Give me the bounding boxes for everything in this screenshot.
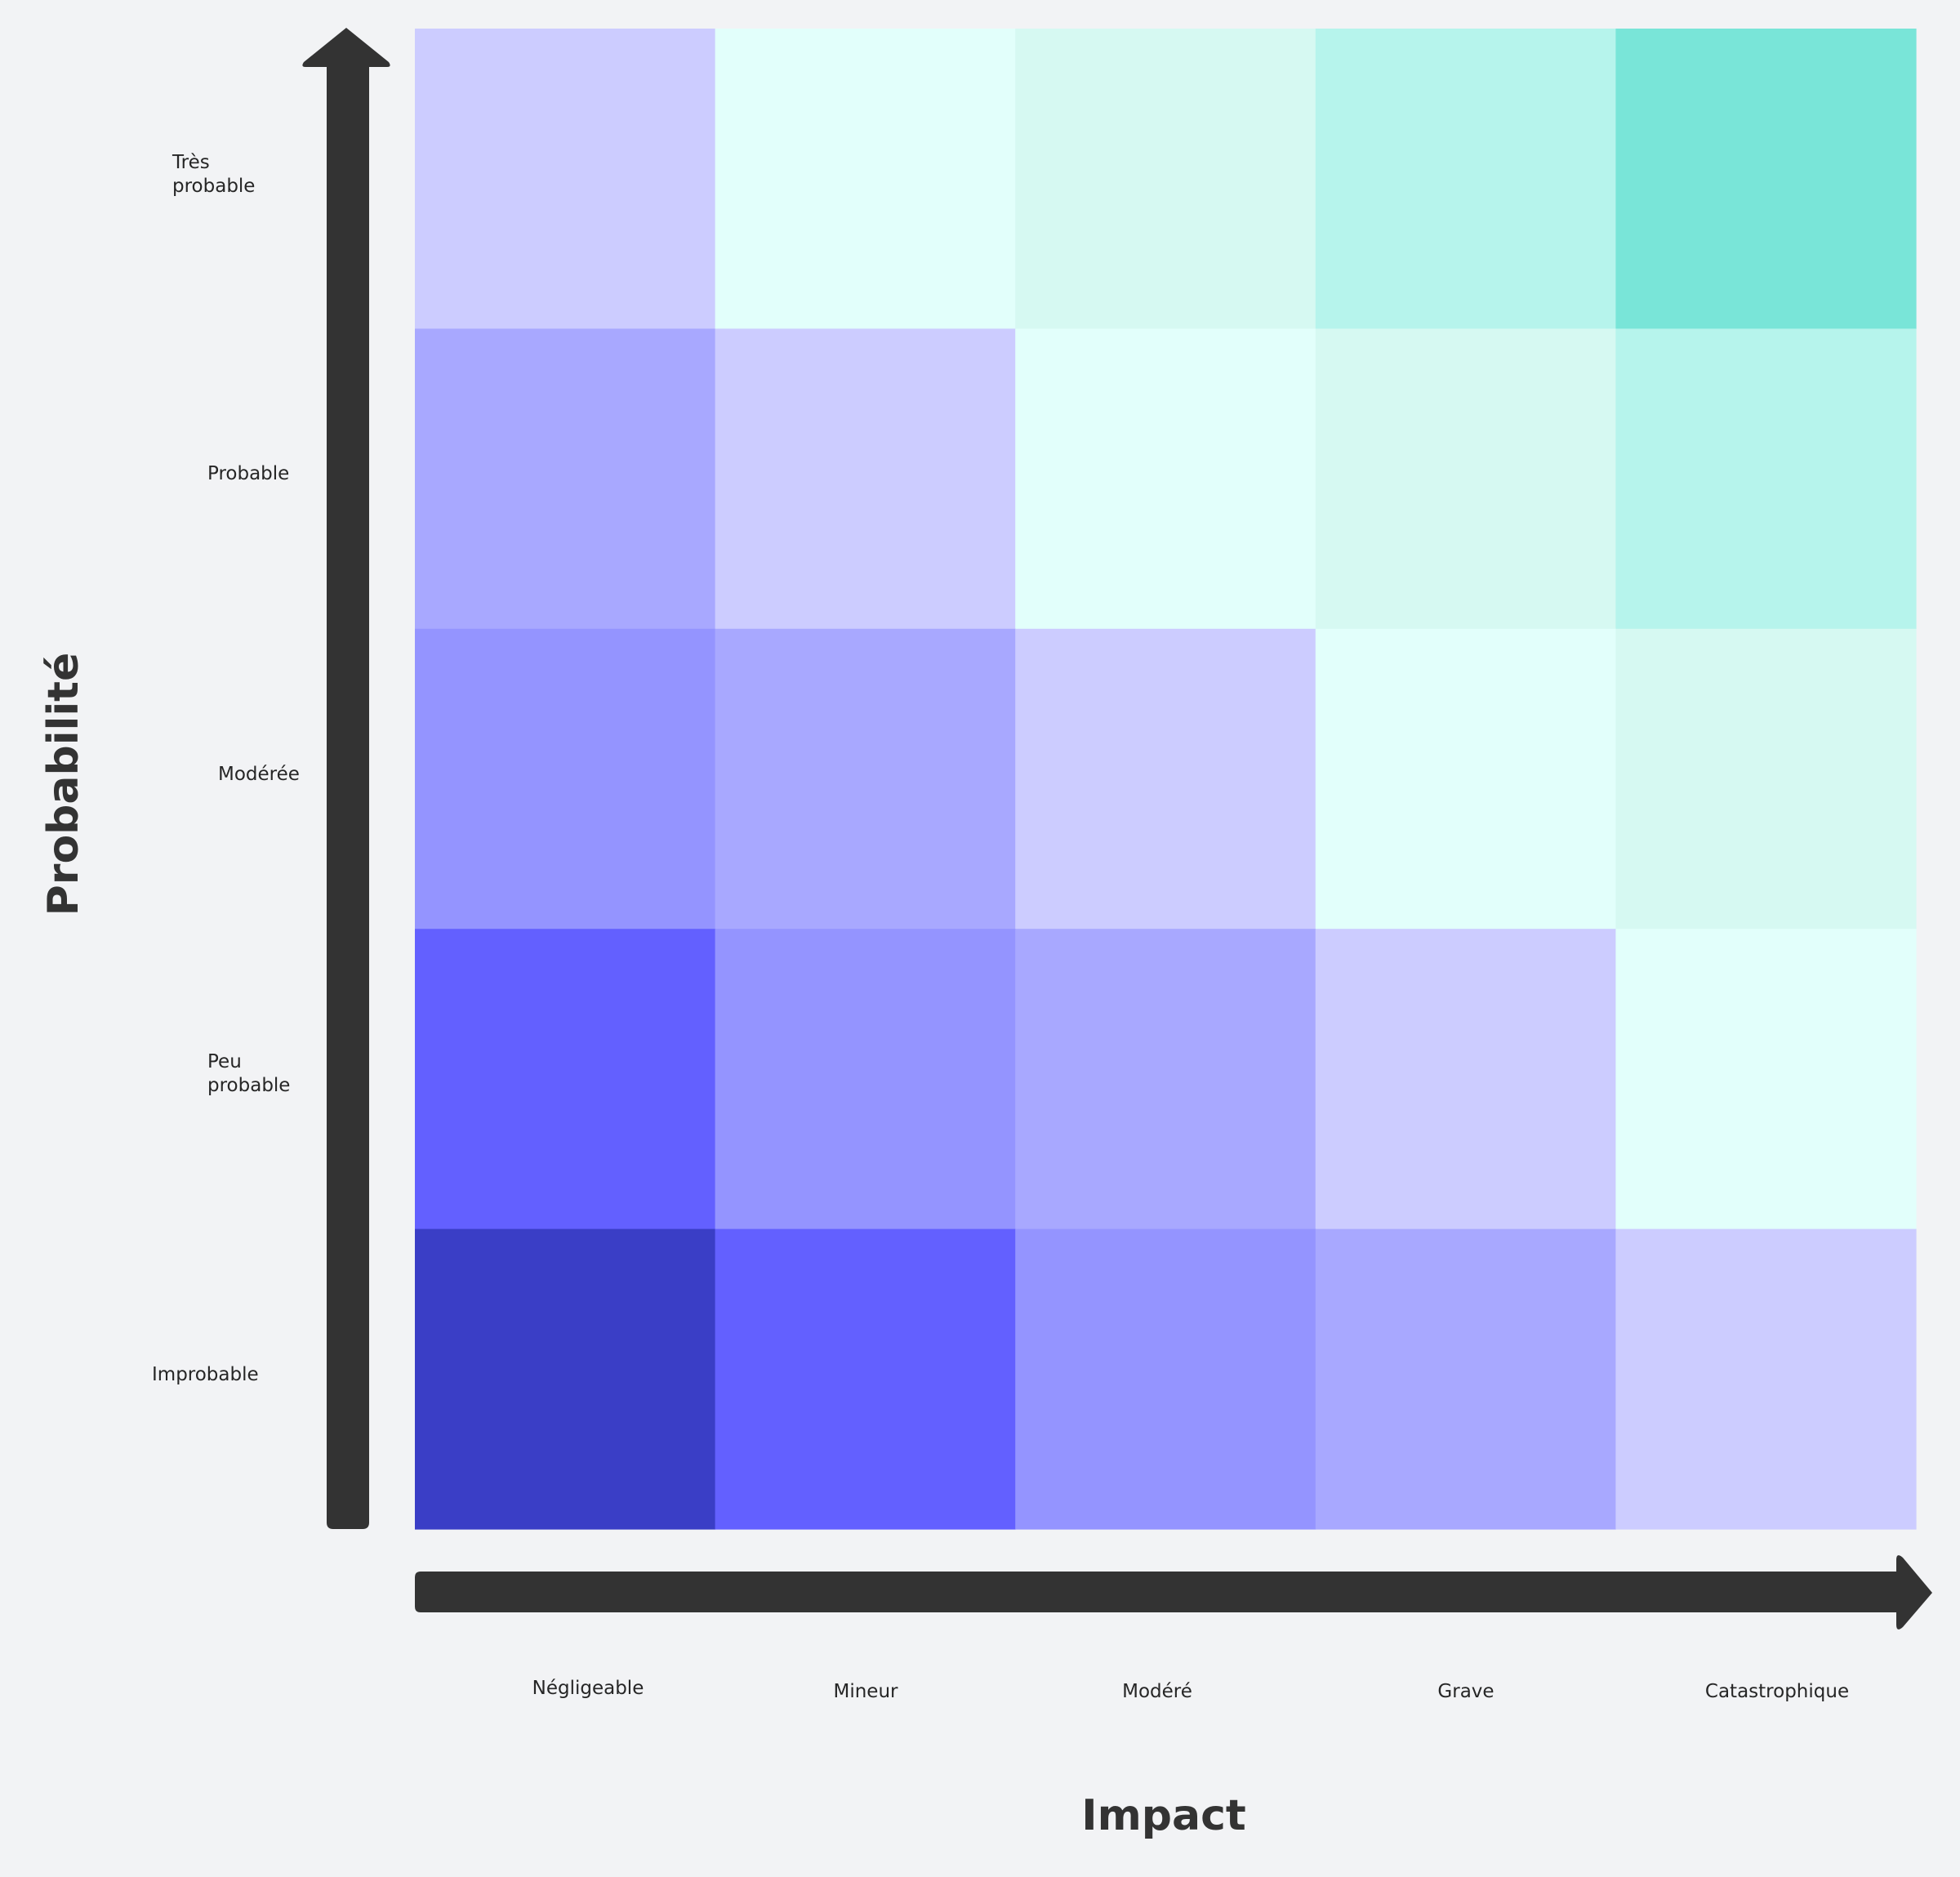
heatmap-cell-r1-c2: [715, 29, 1016, 329]
heatmap-cell-r5-c4: [1315, 1228, 1616, 1530]
heatmap-cell-r3-c2: [715, 628, 1016, 930]
y-tick-label-1: Très probable: [172, 152, 255, 197]
y-axis-arrow: [302, 28, 390, 1529]
x-tick-label-3: Modéré: [1122, 1681, 1192, 1702]
heatmap-cell-r2-c3: [1015, 328, 1316, 630]
heatmap-cell-r2-c2: [715, 328, 1016, 630]
heatmap-cell-r1-c1: [415, 29, 716, 329]
x-tick-label-2: Mineur: [834, 1681, 899, 1702]
heatmap-cell-r5-c1: [415, 1228, 716, 1530]
heatmap-cell-r5-c5: [1615, 1228, 1917, 1530]
heatmap-cell-r4-c5: [1615, 929, 1917, 1230]
heatmap-cell-r4-c4: [1315, 929, 1616, 1230]
heatmap-cell-r4-c2: [715, 929, 1016, 1230]
x-tick-label-5: Catastrophique: [1705, 1681, 1849, 1702]
heatmap-cell-r2-c4: [1315, 328, 1616, 630]
heatmap-cell-r3-c3: [1015, 628, 1316, 930]
x-tick-label-1: Négligeable: [532, 1678, 644, 1699]
x-axis-arrow: [415, 1555, 1932, 1630]
heatmap-cell-r3-c4: [1315, 628, 1616, 930]
heatmap-cell-r4-c1: [415, 929, 716, 1230]
y-tick-label-4: Peu probable: [207, 1051, 290, 1096]
heatmap-cell-r2-c5: [1615, 328, 1917, 630]
y-axis-title: Probabilité: [39, 653, 88, 916]
heatmap-cell-r5-c2: [715, 1228, 1016, 1530]
heatmap-cell-r1-c4: [1315, 29, 1616, 329]
x-axis-title: Impact: [1081, 1791, 1246, 1840]
y-tick-label-2: Probable: [207, 463, 289, 484]
heatmap-cell-r2-c1: [415, 328, 716, 630]
heatmap-cells: [415, 29, 1917, 1530]
y-tick-label-3: Modérée: [218, 764, 300, 785]
heatmap-cell-r1-c3: [1015, 29, 1316, 329]
heatmap-cell-r3-c5: [1615, 628, 1917, 930]
y-tick-label-5: Improbable: [152, 1364, 259, 1385]
heatmap-cell-r4-c3: [1015, 929, 1316, 1230]
heatmap-cell-r1-c5: [1615, 29, 1917, 329]
heatmap-cell-r5-c3: [1015, 1228, 1316, 1530]
x-tick-label-4: Grave: [1437, 1681, 1494, 1702]
heatmap-cell-r3-c1: [415, 628, 716, 930]
y-tick-labels: Très probable Probable Modérée Peu probable Im…: [152, 152, 300, 1385]
x-tick-labels: Négligeable Mineur Modéré Grave Catastrophiq…: [532, 1678, 1849, 1702]
